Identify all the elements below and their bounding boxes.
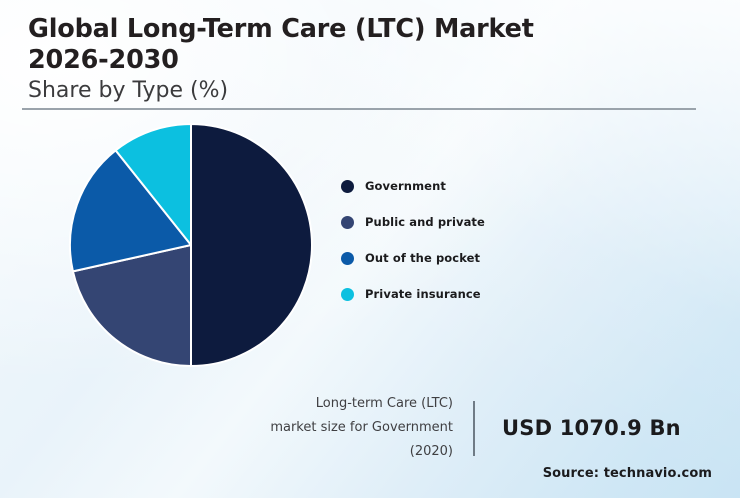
highlight-stat-description-line1: Long-term Care (LTC) <box>315 396 453 411</box>
highlight-stat-description-line2: market size for Government (2020) <box>270 420 453 460</box>
highlight-stat-divider <box>473 400 475 456</box>
legend-item-private-insurance[interactable]: Private insurance <box>341 276 571 312</box>
highlight-stat-value: USD 1070.9 Bn <box>502 416 681 441</box>
legend-dot-public-and-private-icon <box>341 215 354 229</box>
chart-header: Global Long-Term Care (LTC) Market 2026-… <box>28 14 698 105</box>
chart-legend: Government Public and private Out of the… <box>341 168 571 312</box>
pie-slice-out-of-the-pocket[interactable] <box>68 149 192 273</box>
legend-label-out-of-the-pocket: Out of the pocket <box>365 251 481 265</box>
legend-label-government: Government <box>365 179 446 193</box>
legend-item-government[interactable]: Government <box>341 168 571 204</box>
pie-slice-group <box>68 123 313 367</box>
legend-dot-out-of-the-pocket-icon <box>341 251 354 265</box>
source-note: Source: technavio.com <box>542 466 712 481</box>
pie-slice-private-insurance[interactable] <box>114 123 192 246</box>
pie-chart-svg <box>68 123 313 367</box>
legend-label-private-insurance: Private insurance <box>365 287 481 301</box>
pie-slice-government[interactable] <box>190 123 313 367</box>
pie-slice-public-and-private[interactable] <box>71 244 192 367</box>
legend-label-public-and-private: Public and private <box>365 215 485 229</box>
pie-chart <box>60 115 322 377</box>
legend-item-out-of-the-pocket[interactable]: Out of the pocket <box>341 240 571 276</box>
legend-dot-government-icon <box>341 179 354 193</box>
highlight-stat-description: Long-term Care (LTC) market size for Gov… <box>253 392 473 464</box>
page-title: Global Long-Term Care (LTC) Market 2026-… <box>28 14 534 76</box>
header-divider <box>22 108 696 110</box>
legend-item-public-and-private[interactable]: Public and private <box>341 204 571 240</box>
page-subtitle: Share by Type (%) <box>28 78 229 104</box>
highlight-stat: Long-term Care (LTC) market size for Gov… <box>253 392 703 464</box>
legend-dot-private-insurance-icon <box>341 287 354 301</box>
